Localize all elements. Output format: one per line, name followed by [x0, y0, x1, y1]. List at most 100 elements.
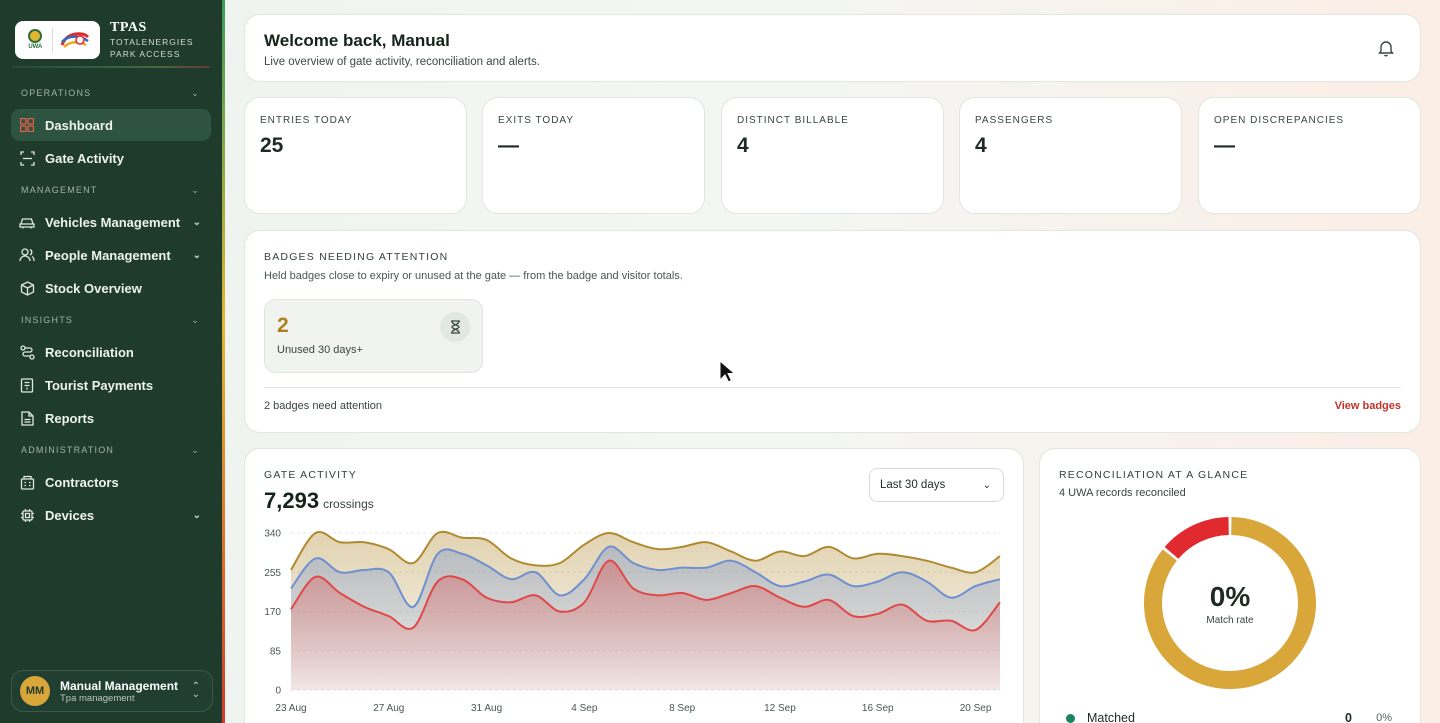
stat-exits-today: EXITS TODAY —: [482, 97, 705, 214]
unused-count: 2: [277, 314, 289, 337]
brand-title: TPAS: [110, 19, 147, 35]
mouse-cursor-icon: [719, 360, 735, 383]
x-tick-label: 8 Sep: [669, 703, 696, 714]
series-line-2: [290, 530, 1001, 574]
badges-footer: 2 badges need attention: [264, 400, 383, 412]
welcome-card: Welcome back, Manual Live overview of ga…: [244, 14, 1421, 82]
stat-label: EXITS TODAY: [498, 115, 575, 126]
crossings-total: 7,293: [264, 488, 320, 513]
stat-label: DISTINCT BILLABLE: [737, 115, 849, 126]
chevron-down-icon: ⌄: [191, 87, 200, 98]
car-icon: [19, 214, 35, 230]
stat-value: 4: [975, 134, 987, 157]
scan-icon: [19, 150, 35, 166]
unused-caption: Unused 30 days+: [277, 344, 363, 356]
chevron-down-icon: ⌄: [192, 509, 201, 521]
nav-vehicles-management[interactable]: Vehicles Management ⌄: [11, 206, 211, 238]
range-select[interactable]: Last 30 days ⌄: [869, 468, 1004, 502]
uwa-logo: UWA: [23, 25, 47, 55]
x-tick-label: 20 Sep: [960, 703, 992, 714]
stat-value: 25: [260, 134, 284, 157]
donut-segment-0: [1164, 517, 1230, 560]
recon-subtitle: 4 UWA records reconciled: [1059, 487, 1186, 499]
gate-activity-card: GATE ACTIVITY 7,293 crossings Last 30 da…: [244, 448, 1024, 723]
chevron-down-icon: ⌄: [192, 216, 201, 228]
stat-open-discrepancies: OPEN DISCREPANCIES —: [1198, 97, 1421, 214]
receipt-icon: [19, 377, 35, 393]
chevron-down-icon: ⌄: [191, 314, 200, 325]
y-tick-label: 0: [275, 686, 281, 697]
match-rate-value: 0%: [1209, 580, 1251, 612]
y-tick-label: 340: [264, 529, 281, 540]
badges-card: BADGES NEEDING ATTENTION Held badges clo…: [244, 230, 1421, 433]
nav-stock-overview[interactable]: Stock Overview: [11, 272, 211, 304]
badges-title: BADGES NEEDING ATTENTION: [264, 251, 449, 263]
donut-segment-1: [1144, 517, 1316, 689]
y-tick-label: 170: [264, 607, 281, 618]
box-icon: [19, 280, 35, 296]
sidebar: UWA TPAS TOTALENERGIES PARK ACCESS OPERA…: [0, 0, 225, 723]
nav-reports[interactable]: Reports: [11, 402, 211, 434]
x-tick-label: 16 Sep: [862, 703, 894, 714]
legend-matched: Matched 0 0%: [1066, 711, 1396, 723]
gate-title: GATE ACTIVITY: [264, 469, 358, 481]
hourglass-icon: [440, 312, 470, 342]
nav-reconciliation[interactable]: Reconciliation: [11, 336, 211, 368]
nav-devices[interactable]: Devices ⌄: [11, 499, 211, 531]
chevron-down-icon: ⌄: [192, 249, 201, 261]
unused-badges-tile[interactable]: 2 Unused 30 days+: [264, 299, 483, 373]
section-management[interactable]: MANAGEMENT ⌄: [21, 184, 200, 196]
file-icon: [19, 410, 35, 426]
y-tick-label: 85: [270, 646, 282, 657]
section-insights[interactable]: INSIGHTS ⌄: [21, 314, 200, 326]
stat-value: —: [1214, 134, 1235, 157]
stat-value: 4: [737, 134, 749, 157]
match-rate-donut: 0% Match rate: [1142, 515, 1318, 691]
chevron-down-icon: ⌄: [982, 479, 991, 491]
stat-value: —: [498, 134, 519, 157]
crossings-unit: crossings: [323, 497, 374, 511]
bell-icon[interactable]: [1378, 39, 1394, 57]
user-name: Manual Management: [60, 678, 179, 693]
series-line-1: [290, 545, 1001, 608]
gate-activity-chart: 0 85 170 255 340 23 Aug 27 Aug 31 Aug 4 Sep 8 Sep…: [264, 529, 1001, 714]
nav-dashboard[interactable]: Dashboard: [11, 109, 211, 141]
view-badges-link[interactable]: View badges: [1334, 400, 1401, 412]
x-tick-label: 27 Aug: [373, 703, 404, 714]
stat-distinct-billable: DISTINCT BILLABLE 4: [721, 97, 944, 214]
match-rate-caption: Match rate: [1206, 614, 1254, 626]
nav-people-management[interactable]: People Management ⌄: [11, 239, 211, 271]
user-role: Tpa management: [60, 692, 135, 704]
stat-entries-today: ENTRIES TODAY 25: [244, 97, 467, 214]
brand-subtitle-2: PARK ACCESS: [110, 48, 181, 59]
stat-label: OPEN DISCREPANCIES: [1214, 115, 1345, 126]
brand-subtitle-1: TOTALENERGIES: [110, 36, 194, 47]
x-tick-label: 31 Aug: [471, 703, 502, 714]
route-icon: [19, 344, 35, 360]
x-tick-label: 12 Sep: [764, 703, 796, 714]
series-area-0: [291, 560, 1000, 690]
chip-icon: [19, 507, 35, 523]
section-administration[interactable]: ADMINISTRATION ⌄: [21, 444, 200, 456]
x-tick-label: 4 Sep: [571, 703, 598, 714]
legend-dot: [1066, 713, 1075, 723]
stat-label: ENTRIES TODAY: [260, 115, 353, 126]
totalenergies-logo: [58, 29, 92, 51]
x-tick-label: 23 Aug: [275, 703, 306, 714]
chevron-down-icon: ⌄: [191, 444, 200, 455]
page-subtitle: Live overview of gate activity, reconcil…: [264, 56, 540, 68]
nav-tourist-payments[interactable]: Tourist Payments: [11, 369, 211, 401]
badges-subtitle: Held badges close to expiry or unused at…: [264, 270, 683, 282]
user-menu[interactable]: MM Manual Management Tpa management ⌃ ⌄: [11, 670, 213, 712]
recon-title: RECONCILIATION AT A GLANCE: [1059, 469, 1249, 481]
series-line-0: [290, 559, 1001, 632]
reconciliation-card: RECONCILIATION AT A GLANCE 4 UWA records…: [1039, 448, 1421, 723]
stat-passengers: PASSENGERS 4: [959, 97, 1182, 214]
nav-contractors[interactable]: Contractors: [11, 466, 211, 498]
nav-gate-activity[interactable]: Gate Activity: [11, 142, 211, 174]
grid-icon: [19, 117, 35, 133]
chevron-updown-icon: ⌃ ⌄: [191, 681, 200, 700]
brand[interactable]: UWA TPAS TOTALENERGIES PARK ACCESS: [0, 0, 222, 64]
section-operations[interactable]: OPERATIONS ⌄: [21, 87, 200, 99]
chevron-down-icon: ⌄: [191, 184, 200, 195]
